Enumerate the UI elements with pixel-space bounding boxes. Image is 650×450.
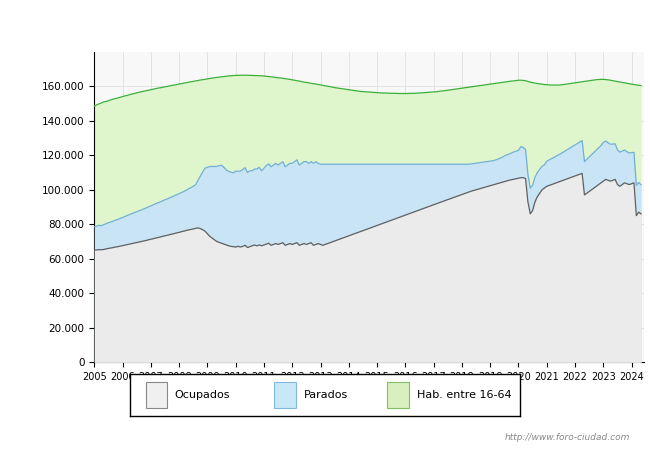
Bar [146, 382, 167, 408]
Bar [387, 382, 409, 408]
Text: Elche/Elx - Evolucion de la poblacion en edad de Trabajar Mayo de 2024: Elche/Elx - Evolucion de la poblacion en… [45, 17, 605, 30]
Text: Hab. entre 16-64: Hab. entre 16-64 [417, 390, 512, 400]
Bar [274, 382, 296, 408]
Text: http://www.foro-ciudad.com: http://www.foro-ciudad.com [505, 433, 630, 442]
Text: Ocupados: Ocupados [175, 390, 230, 400]
Text: Parados: Parados [304, 390, 348, 400]
